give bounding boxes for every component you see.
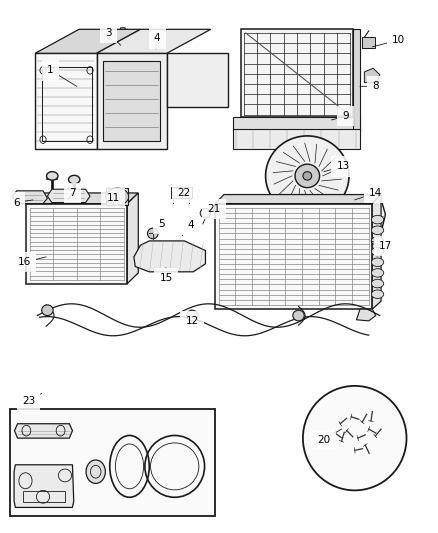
Text: 1: 1 [47, 66, 77, 86]
Text: 21: 21 [207, 204, 220, 214]
Text: 14: 14 [354, 188, 381, 200]
Polygon shape [26, 193, 138, 204]
Ellipse shape [147, 228, 158, 239]
Text: 8: 8 [359, 82, 378, 91]
Text: 4: 4 [182, 220, 194, 236]
Polygon shape [14, 424, 72, 438]
Polygon shape [356, 309, 375, 321]
Ellipse shape [371, 215, 383, 224]
Polygon shape [12, 191, 47, 204]
Text: 15: 15 [159, 268, 172, 283]
Bar [241, 29, 353, 117]
Ellipse shape [200, 208, 210, 218]
Polygon shape [259, 203, 385, 237]
Polygon shape [215, 195, 380, 204]
Text: 3: 3 [105, 28, 120, 45]
Ellipse shape [371, 269, 383, 277]
Text: 6: 6 [13, 198, 33, 207]
Text: 11: 11 [106, 193, 120, 204]
Ellipse shape [371, 290, 383, 298]
Polygon shape [232, 129, 359, 149]
Ellipse shape [294, 164, 319, 188]
Polygon shape [26, 204, 127, 284]
Polygon shape [127, 193, 138, 284]
Bar [106, 188, 128, 205]
Text: 10: 10 [371, 35, 404, 47]
Ellipse shape [292, 310, 304, 321]
Bar [171, 187, 192, 198]
Polygon shape [96, 53, 166, 149]
Bar [103, 61, 160, 141]
Text: 12: 12 [185, 310, 198, 326]
Polygon shape [364, 68, 379, 83]
Text: 4: 4 [153, 34, 160, 49]
Ellipse shape [371, 258, 383, 266]
Polygon shape [118, 28, 125, 33]
Ellipse shape [371, 226, 383, 235]
Text: 9: 9 [331, 111, 349, 121]
Polygon shape [14, 465, 74, 507]
Polygon shape [232, 117, 359, 131]
Polygon shape [353, 29, 359, 131]
Ellipse shape [371, 247, 383, 256]
Text: 22: 22 [177, 188, 190, 198]
Bar [42, 67, 92, 141]
Polygon shape [166, 53, 228, 107]
Ellipse shape [86, 460, 105, 483]
Polygon shape [151, 37, 158, 44]
Ellipse shape [265, 136, 348, 216]
Polygon shape [114, 29, 140, 53]
Ellipse shape [371, 279, 383, 288]
Text: 23: 23 [22, 393, 42, 406]
Text: 7: 7 [68, 188, 76, 200]
Text: 17: 17 [370, 241, 391, 251]
Text: 5: 5 [152, 219, 165, 233]
Text: 20: 20 [317, 429, 341, 445]
Polygon shape [35, 53, 96, 149]
Bar [10, 409, 215, 516]
Polygon shape [134, 241, 205, 272]
Polygon shape [47, 189, 90, 203]
Ellipse shape [68, 175, 80, 184]
Polygon shape [371, 195, 380, 309]
Ellipse shape [371, 237, 383, 245]
Polygon shape [215, 204, 371, 309]
Ellipse shape [186, 310, 198, 321]
Polygon shape [96, 29, 210, 53]
Ellipse shape [46, 172, 58, 180]
Ellipse shape [106, 188, 128, 205]
Polygon shape [361, 37, 374, 48]
Text: 13: 13 [323, 161, 349, 172]
Ellipse shape [42, 305, 53, 316]
Ellipse shape [302, 386, 406, 490]
Text: 16: 16 [18, 257, 46, 267]
Polygon shape [35, 29, 140, 53]
Ellipse shape [302, 172, 311, 180]
